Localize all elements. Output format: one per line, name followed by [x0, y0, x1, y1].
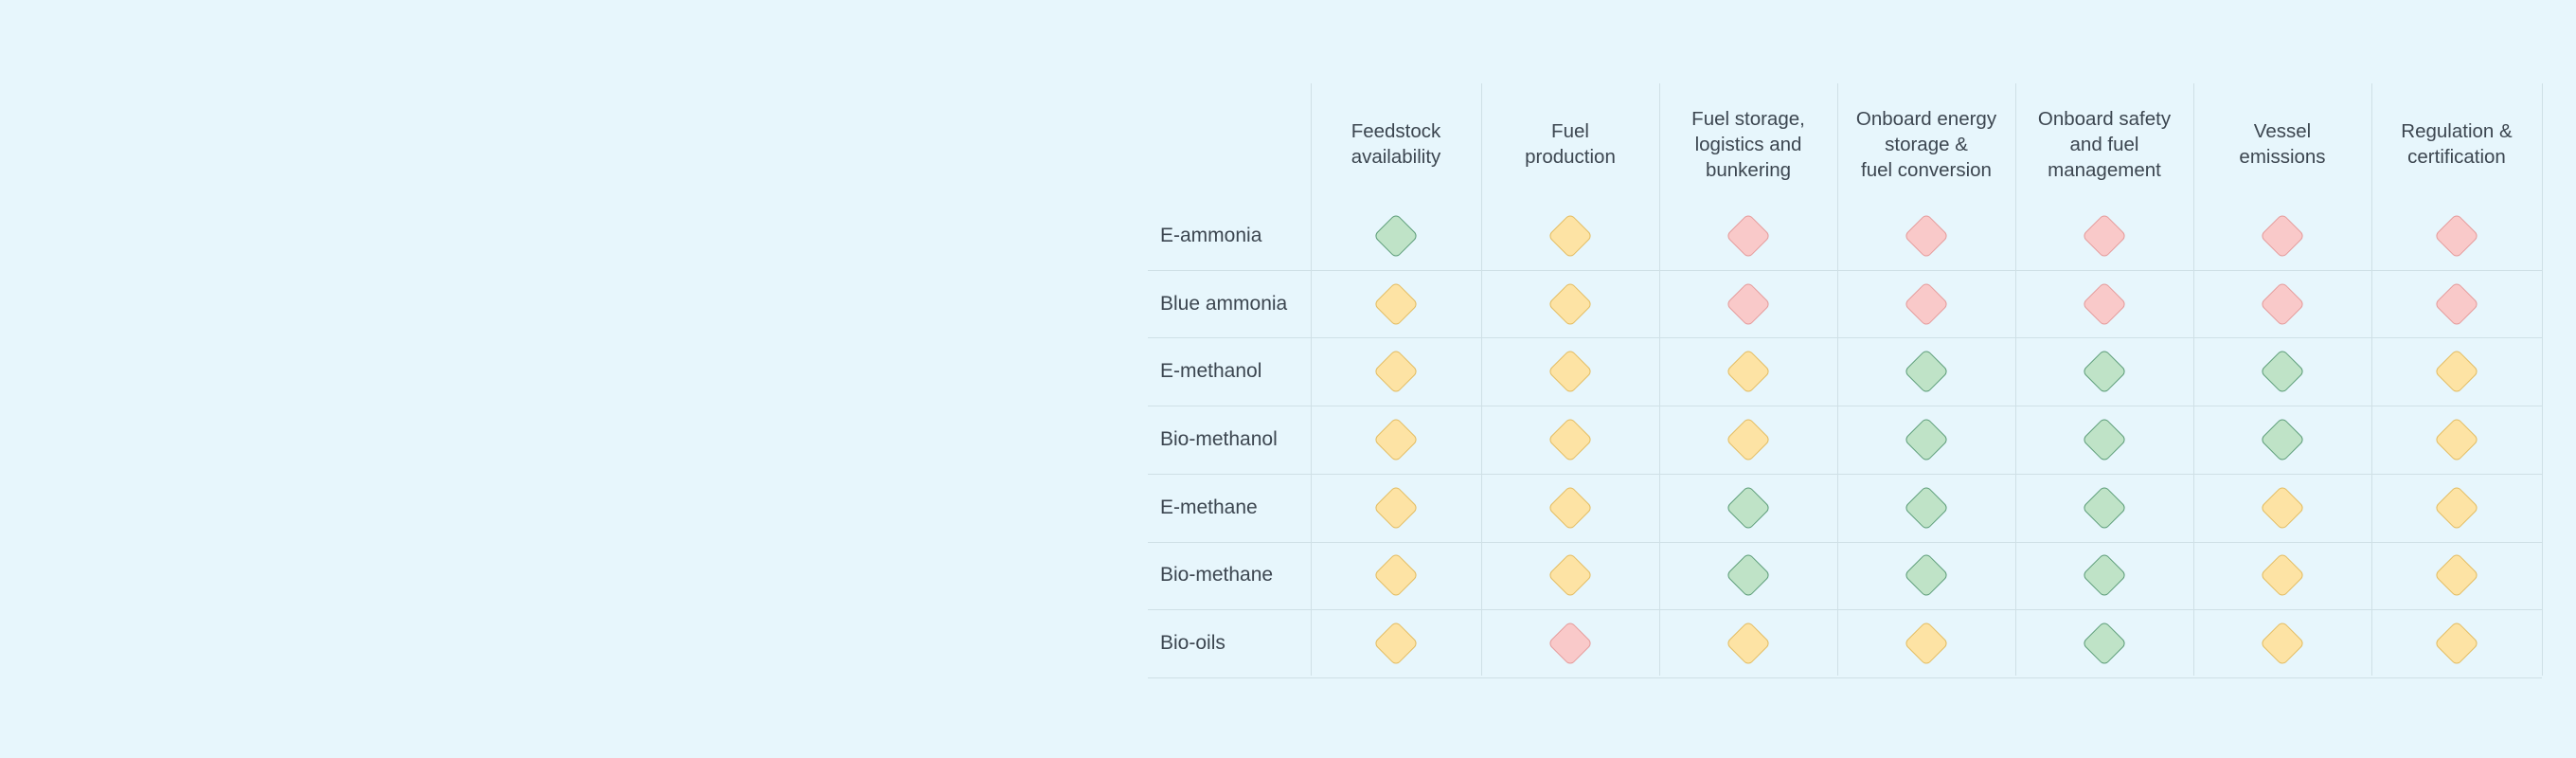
- rating-diamond-green: [2081, 416, 2128, 462]
- rating-diamond-red: [1547, 621, 1594, 667]
- rating-diamond-green: [2259, 349, 2306, 395]
- row-label: Bio-oils: [1160, 632, 1225, 655]
- grid-vline: [2015, 83, 2016, 676]
- rating-diamond-yellow: [2433, 621, 2480, 667]
- row-label: E-methane: [1160, 496, 1258, 518]
- rating-diamond-green: [2259, 416, 2306, 462]
- grid-hline: [1148, 609, 2542, 610]
- rating-diamond-red: [2081, 280, 2128, 327]
- column-header: Fuel storage, logistics and bunkering: [1691, 107, 1805, 181]
- row-label: Bio-methanol: [1160, 427, 1278, 450]
- row-label: E-ammonia: [1160, 224, 1262, 246]
- grid-vline: [1481, 83, 1482, 676]
- rating-diamond-yellow: [1372, 280, 1420, 327]
- rating-diamond-green: [2081, 621, 2128, 667]
- rating-diamond-red: [1725, 280, 1772, 327]
- row-label: Bio-methane: [1160, 564, 1274, 587]
- column-header: Feedstock availability: [1351, 120, 1441, 168]
- column-header: Vessel emissions: [2239, 120, 2326, 168]
- grid-vline: [1311, 83, 1312, 676]
- rating-diamond-yellow: [1903, 621, 1950, 667]
- rating-diamond-yellow: [1372, 621, 1420, 667]
- rating-diamond-yellow: [1372, 484, 1420, 531]
- rating-diamond-yellow: [2433, 484, 2480, 531]
- rating-diamond-red: [2433, 212, 2480, 259]
- column-header: Onboard safety and fuel management: [2037, 107, 2172, 181]
- rating-diamond-yellow: [1372, 349, 1420, 395]
- grid-hline: [1148, 677, 2542, 678]
- grid-vline: [2542, 83, 2543, 676]
- grid-hline: [1148, 270, 2542, 271]
- rating-diamond-yellow: [2433, 349, 2480, 395]
- column-header: Regulation & certification: [2401, 120, 2513, 168]
- grid-hline: [1148, 474, 2542, 475]
- rating-diamond-yellow: [1547, 349, 1594, 395]
- rating-diamond-yellow: [1547, 212, 1594, 259]
- rating-diamond-yellow: [1725, 349, 1772, 395]
- rating-diamond-yellow: [2433, 552, 2480, 599]
- grid-vline: [1837, 83, 1838, 676]
- rating-diamond-green: [1725, 552, 1772, 599]
- grid-hline: [1148, 337, 2542, 338]
- rating-diamond-yellow: [1547, 484, 1594, 531]
- row-label: E-methanol: [1160, 360, 1262, 383]
- rating-diamond-yellow: [1372, 552, 1420, 599]
- rating-diamond-red: [2259, 280, 2306, 327]
- rating-diamond-yellow: [2259, 621, 2306, 667]
- rating-diamond-yellow: [2259, 484, 2306, 531]
- rating-diamond-red: [2433, 280, 2480, 327]
- row-label: Blue ammonia: [1160, 292, 1288, 315]
- rating-diamond-red: [2259, 212, 2306, 259]
- grid-hline: [1148, 542, 2542, 543]
- column-header: Fuel production: [1525, 120, 1616, 168]
- grid-vline: [1659, 83, 1660, 676]
- rating-diamond-red: [1725, 212, 1772, 259]
- rating-diamond-yellow: [1372, 416, 1420, 462]
- rating-diamond-green: [1903, 349, 1950, 395]
- rating-diamond-green: [1903, 552, 1950, 599]
- rating-diamond-green: [2081, 552, 2128, 599]
- rating-diamond-green: [1903, 416, 1950, 462]
- rating-diamond-yellow: [1547, 552, 1594, 599]
- grid-vline: [2371, 83, 2372, 676]
- rating-diamond-red: [1903, 280, 1950, 327]
- rating-diamond-yellow: [1547, 280, 1594, 327]
- rating-diamond-green: [1372, 212, 1420, 259]
- rating-diamond-red: [2081, 212, 2128, 259]
- rating-diamond-yellow: [1725, 621, 1772, 667]
- rating-diamond-green: [1903, 484, 1950, 531]
- rating-diamond-yellow: [2259, 552, 2306, 599]
- rating-diamond-green: [2081, 484, 2128, 531]
- grid-vline: [2193, 83, 2194, 676]
- rating-diamond-green: [2081, 349, 2128, 395]
- rating-diamond-red: [1903, 212, 1950, 259]
- rating-diamond-yellow: [1547, 416, 1594, 462]
- column-header: Onboard energy storage & fuel conversion: [1855, 107, 1997, 181]
- rating-diamond-yellow: [1725, 416, 1772, 462]
- rating-diamond-green: [1725, 484, 1772, 531]
- rating-diamond-yellow: [2433, 416, 2480, 462]
